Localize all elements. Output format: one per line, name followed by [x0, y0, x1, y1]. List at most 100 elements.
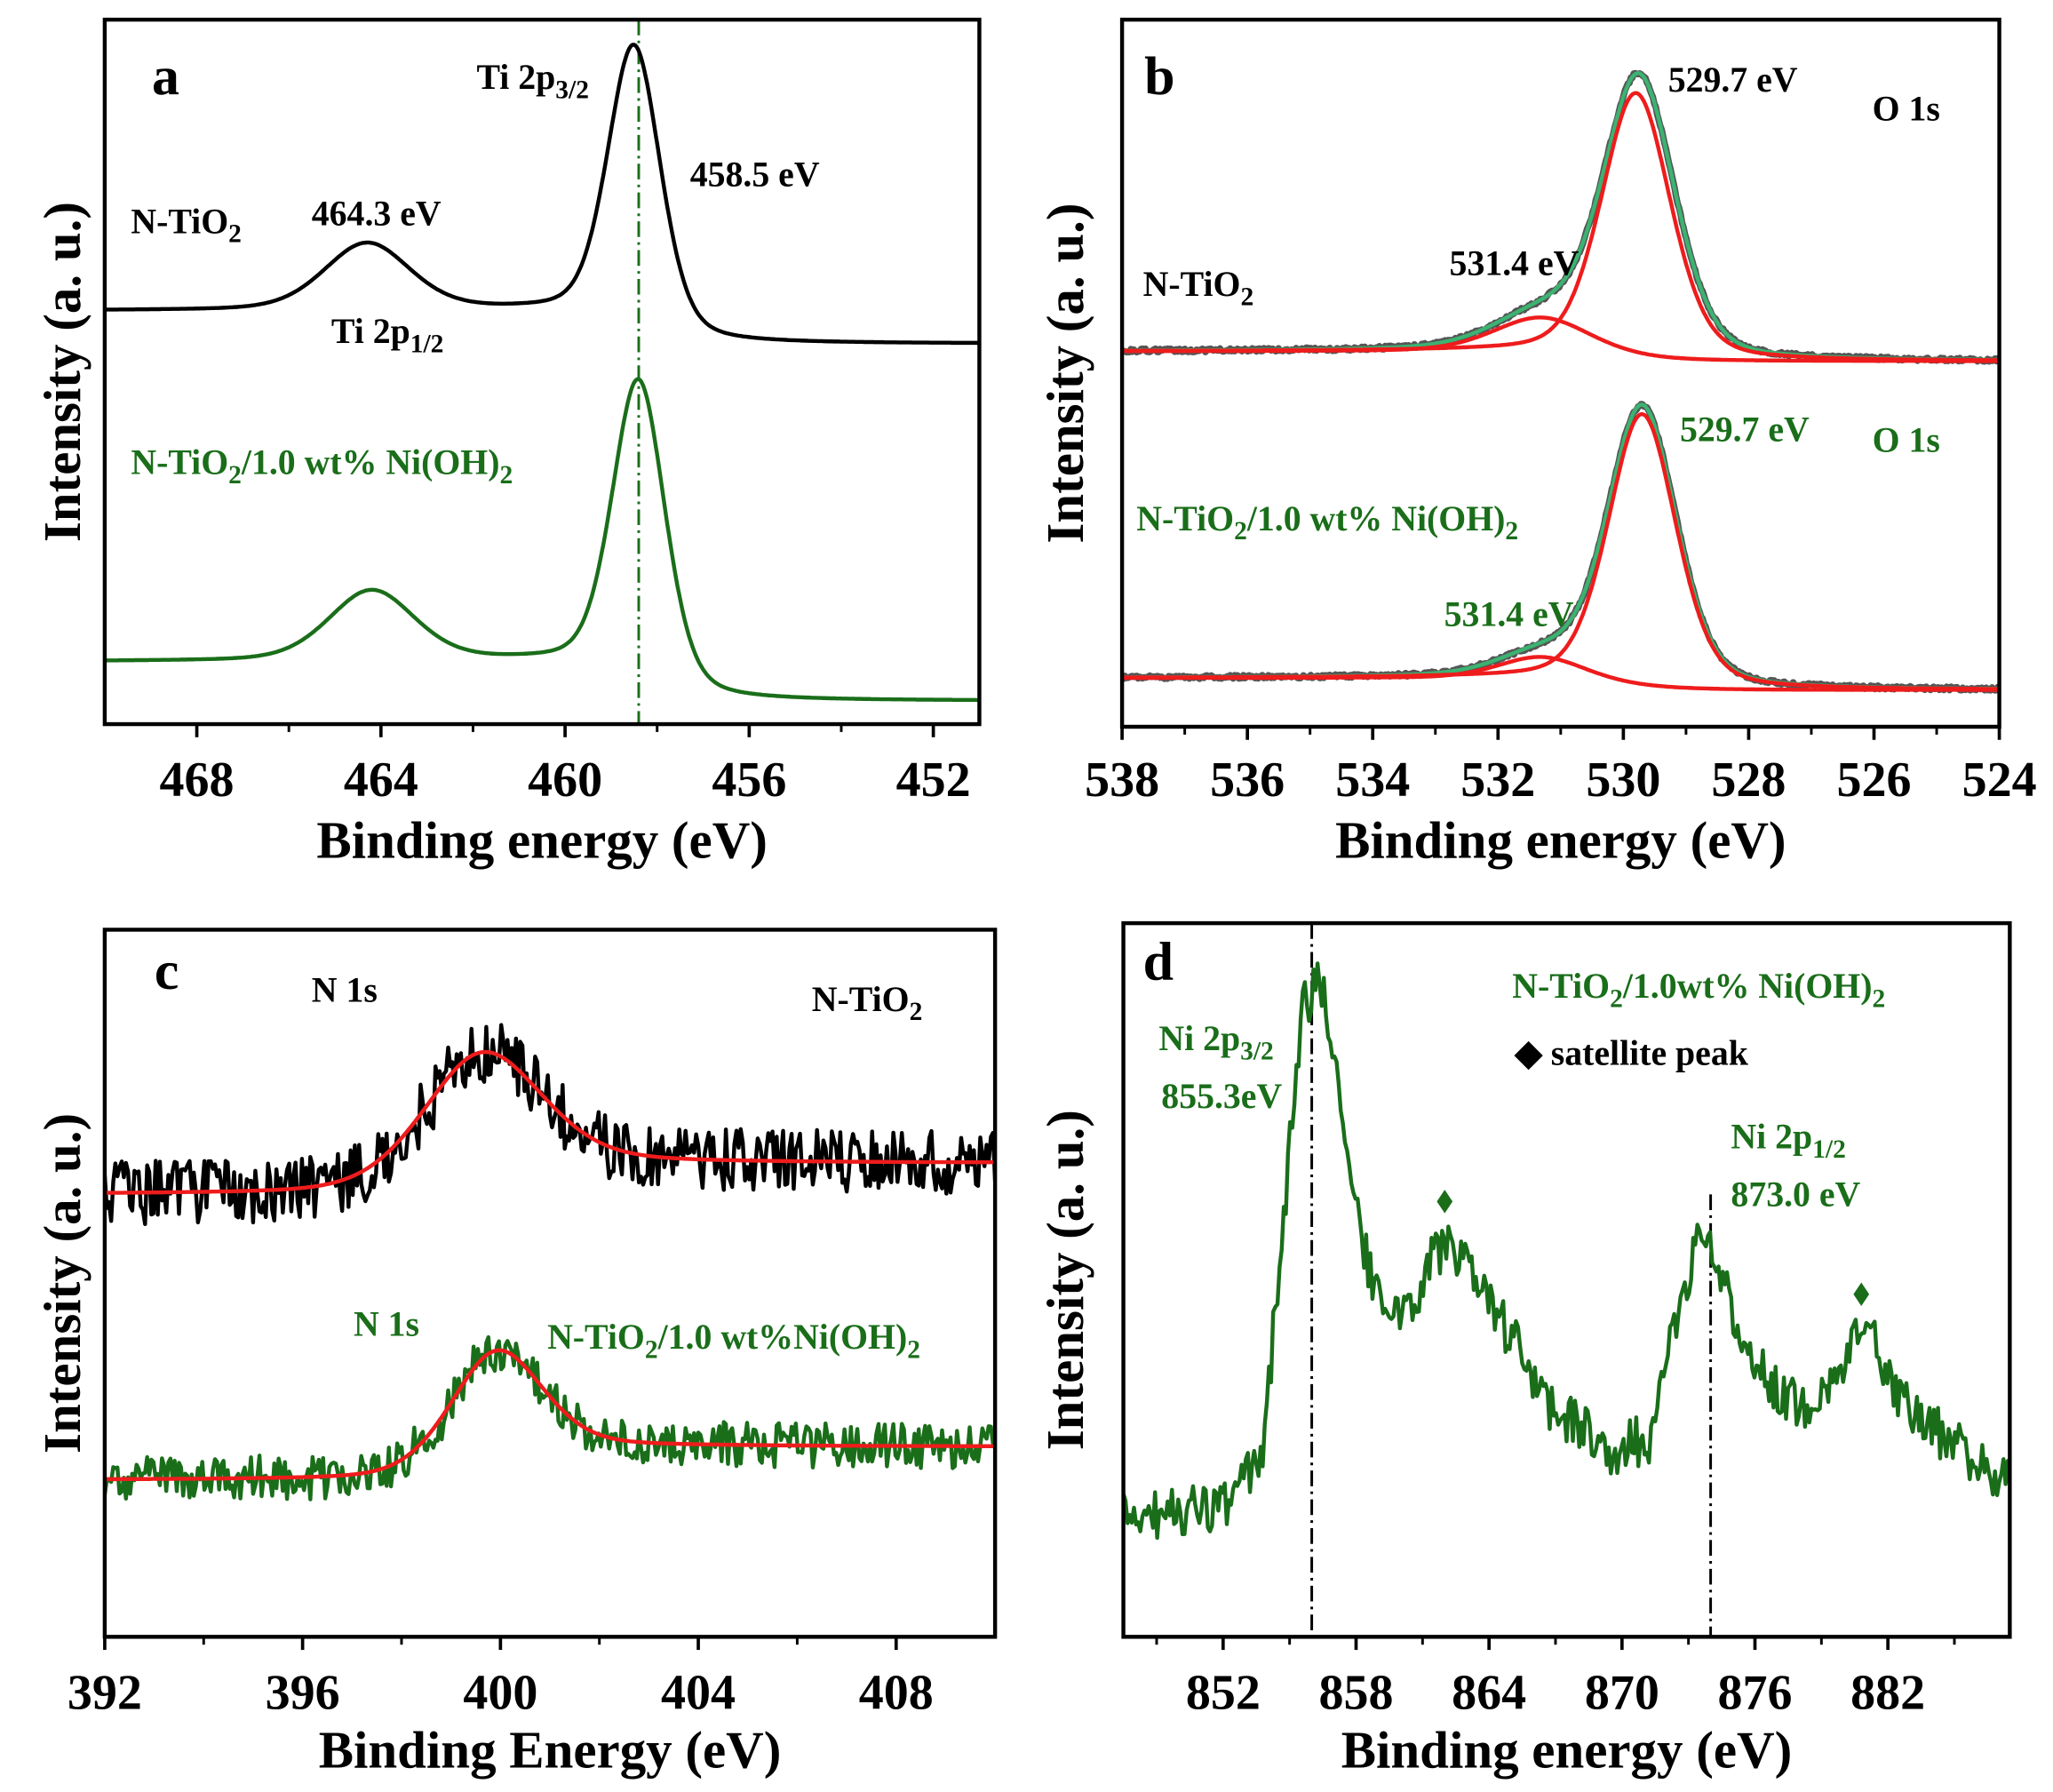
annotation-text: Ni 2p [1158, 1019, 1240, 1058]
panel-letter: d [1143, 931, 1174, 992]
series-line-n-tio2-ni-oh-2-envelope [1122, 402, 2000, 691]
annotation-label: N 1s [312, 971, 378, 1010]
x-tick-label: 876 [1717, 1665, 1792, 1720]
subscript: 2 [910, 998, 923, 1026]
x-tick-label: 464 [344, 753, 418, 808]
subscript: 2 [1240, 283, 1253, 311]
series-line-n-tio2 [104, 43, 980, 346]
x-tick-label: 400 [463, 1665, 537, 1720]
annotation-text: N 1s [312, 971, 378, 1010]
panel-letter: b [1144, 46, 1174, 107]
x-tick-label: 404 [661, 1665, 736, 1720]
plot-area [104, 1023, 996, 1501]
annotation-text: /1.0wt% Ni(OH) [1622, 967, 1873, 1006]
x-tick-label: 526 [1837, 753, 1912, 808]
annotation-label: N-TiO2/1.0 wt%Ni(OH)2 [547, 1318, 920, 1364]
series-line-n-tio2-ni-oh-2-o-1s-531-4-ev-component [1122, 655, 2000, 692]
annotation-text: 855.3eV [1161, 1077, 1282, 1116]
axes-frame [1121, 920, 2012, 1639]
annotation-text: 531.4 eV [1444, 595, 1574, 634]
annotation-text: O 1s [1873, 420, 1940, 459]
x-tick-label: 538 [1085, 753, 1159, 808]
subscript: 2 [228, 220, 242, 249]
subscript: 1/2 [410, 330, 444, 358]
x-tick-label: 460 [528, 753, 602, 808]
panel-b: 538 536 534 532 530 528 526 524 Binding energy (… [1036, 17, 2037, 869]
series-line-n-tio2-1-0-wt-ni-oh-2 [104, 377, 980, 703]
annotation-text: ◆ satellite peak [1514, 1033, 1748, 1072]
x-tick-label: 858 [1318, 1665, 1393, 1720]
annotation-label: 464.3 eV [312, 195, 442, 234]
x-tick-label: 864 [1452, 1665, 1526, 1720]
annotation-label: ◆ satellite peak [1514, 1033, 1748, 1072]
subscript: 1/2 [1812, 1135, 1846, 1164]
subscript: 2 [1234, 517, 1247, 546]
annotation-text: N-TiO [131, 443, 228, 482]
subscript: 2 [228, 461, 242, 490]
y-axis-label: Intensity (a. u.) [1036, 203, 1094, 544]
annotation-label: O 1s [1873, 90, 1940, 129]
x-tick-label: 528 [1711, 753, 1786, 808]
plot-area [1123, 923, 2010, 1637]
subscript: 2 [1610, 984, 1623, 1013]
annotation-label: 529.7 eV [1668, 60, 1798, 100]
annotation-text: /1.0 wt% Ni(OH) [241, 443, 500, 482]
annotation-text: Ti 2p [331, 312, 410, 351]
subscript: 3/2 [555, 76, 589, 105]
annotation-label: 855.3eV [1161, 1077, 1282, 1116]
annotation-text: 873.0 eV [1731, 1175, 1860, 1214]
annotation-label: N-TiO2 [131, 202, 242, 248]
x-axis-label: Binding Energy (eV) [319, 1721, 782, 1780]
annotation-text: 529.7 eV [1668, 60, 1798, 100]
annotation-label: N-TiO2/1.0 wt% Ni(OH)2 [1136, 499, 1518, 546]
annotation-label: N 1s [354, 1304, 419, 1343]
series-line-n-tio2-1-0-wt-ni-oh-2-fit [104, 1348, 996, 1482]
series-line-n-tio2-ni-oh-2-o-1s-529-7-ev-component [1122, 411, 2000, 691]
x-tick-label: 870 [1585, 1665, 1659, 1720]
satellite-diamond-marker [1853, 1282, 1870, 1307]
annotation-label: N-TiO2 [1143, 265, 1254, 311]
annotation-text: Ti 2p [476, 58, 555, 97]
series-line-n-tio2-ni-oh-2-raw [1122, 401, 2000, 694]
panel-letter: c [155, 941, 179, 1001]
annotation-label: 873.0 eV [1731, 1175, 1860, 1214]
x-tick-label: 468 [160, 753, 235, 808]
annotation-text: N-TiO [1136, 499, 1234, 538]
x-tick-label: 532 [1460, 753, 1535, 808]
x-tick-label: 408 [859, 1665, 934, 1720]
y-axis-label: Intensity (a. u.) [33, 1113, 92, 1454]
annotation-text: O 1s [1873, 90, 1940, 129]
annotation-label: N-TiO2 [812, 980, 923, 1026]
annotation-text: N-TiO [1143, 265, 1241, 304]
annotation-label: 458.5 eV [690, 155, 820, 194]
x-tick-label: 524 [1962, 753, 2037, 808]
x-tick-label: 392 [68, 1665, 142, 1720]
x-axis-label: Binding energy (eV) [1341, 1721, 1793, 1780]
series-line-n-tio2-o-1s-531-4-ev-component [1122, 315, 2000, 363]
x-tick-label: 452 [896, 753, 971, 808]
panel-d: 852 858 864 870 876 882 Binding energy (eV) Int… [1036, 920, 2012, 1780]
axes-frame [102, 17, 982, 727]
x-axis-label: Binding energy (eV) [316, 810, 768, 869]
axes-frame [102, 928, 998, 1639]
subscript: 3/2 [1240, 1037, 1274, 1065]
annotation-text: 529.7 eV [1680, 410, 1810, 450]
annotation-label: O 1s [1873, 420, 1940, 459]
satellite-diamond-marker [1436, 1190, 1453, 1214]
series-line-n-tio2-data [104, 1023, 996, 1226]
panel-c: 392 396 400 404 408 Binding Energy (eV) Intens… [33, 928, 998, 1780]
x-tick-label: 530 [1586, 753, 1660, 808]
annotation-text: N 1s [354, 1304, 419, 1343]
series-line-n-tio2-fit [104, 1049, 996, 1195]
series-line-n-tio2-1-0-wt-ni-oh-2-data [104, 1334, 996, 1501]
x-tick-label: 534 [1335, 753, 1410, 808]
annotation-text: 464.3 eV [312, 195, 442, 234]
annotation-label: Ni 2p1/2 [1731, 1118, 1845, 1164]
y-axis-label: Intensity (a. u.) [1036, 1110, 1094, 1450]
subscript: 2 [645, 1335, 658, 1364]
annotation-text: N-TiO [131, 202, 228, 241]
annotation-text: /1.0 wt%Ni(OH) [657, 1318, 908, 1357]
annotation-label: 529.7 eV [1680, 410, 1810, 450]
x-tick-label: 536 [1210, 753, 1285, 808]
